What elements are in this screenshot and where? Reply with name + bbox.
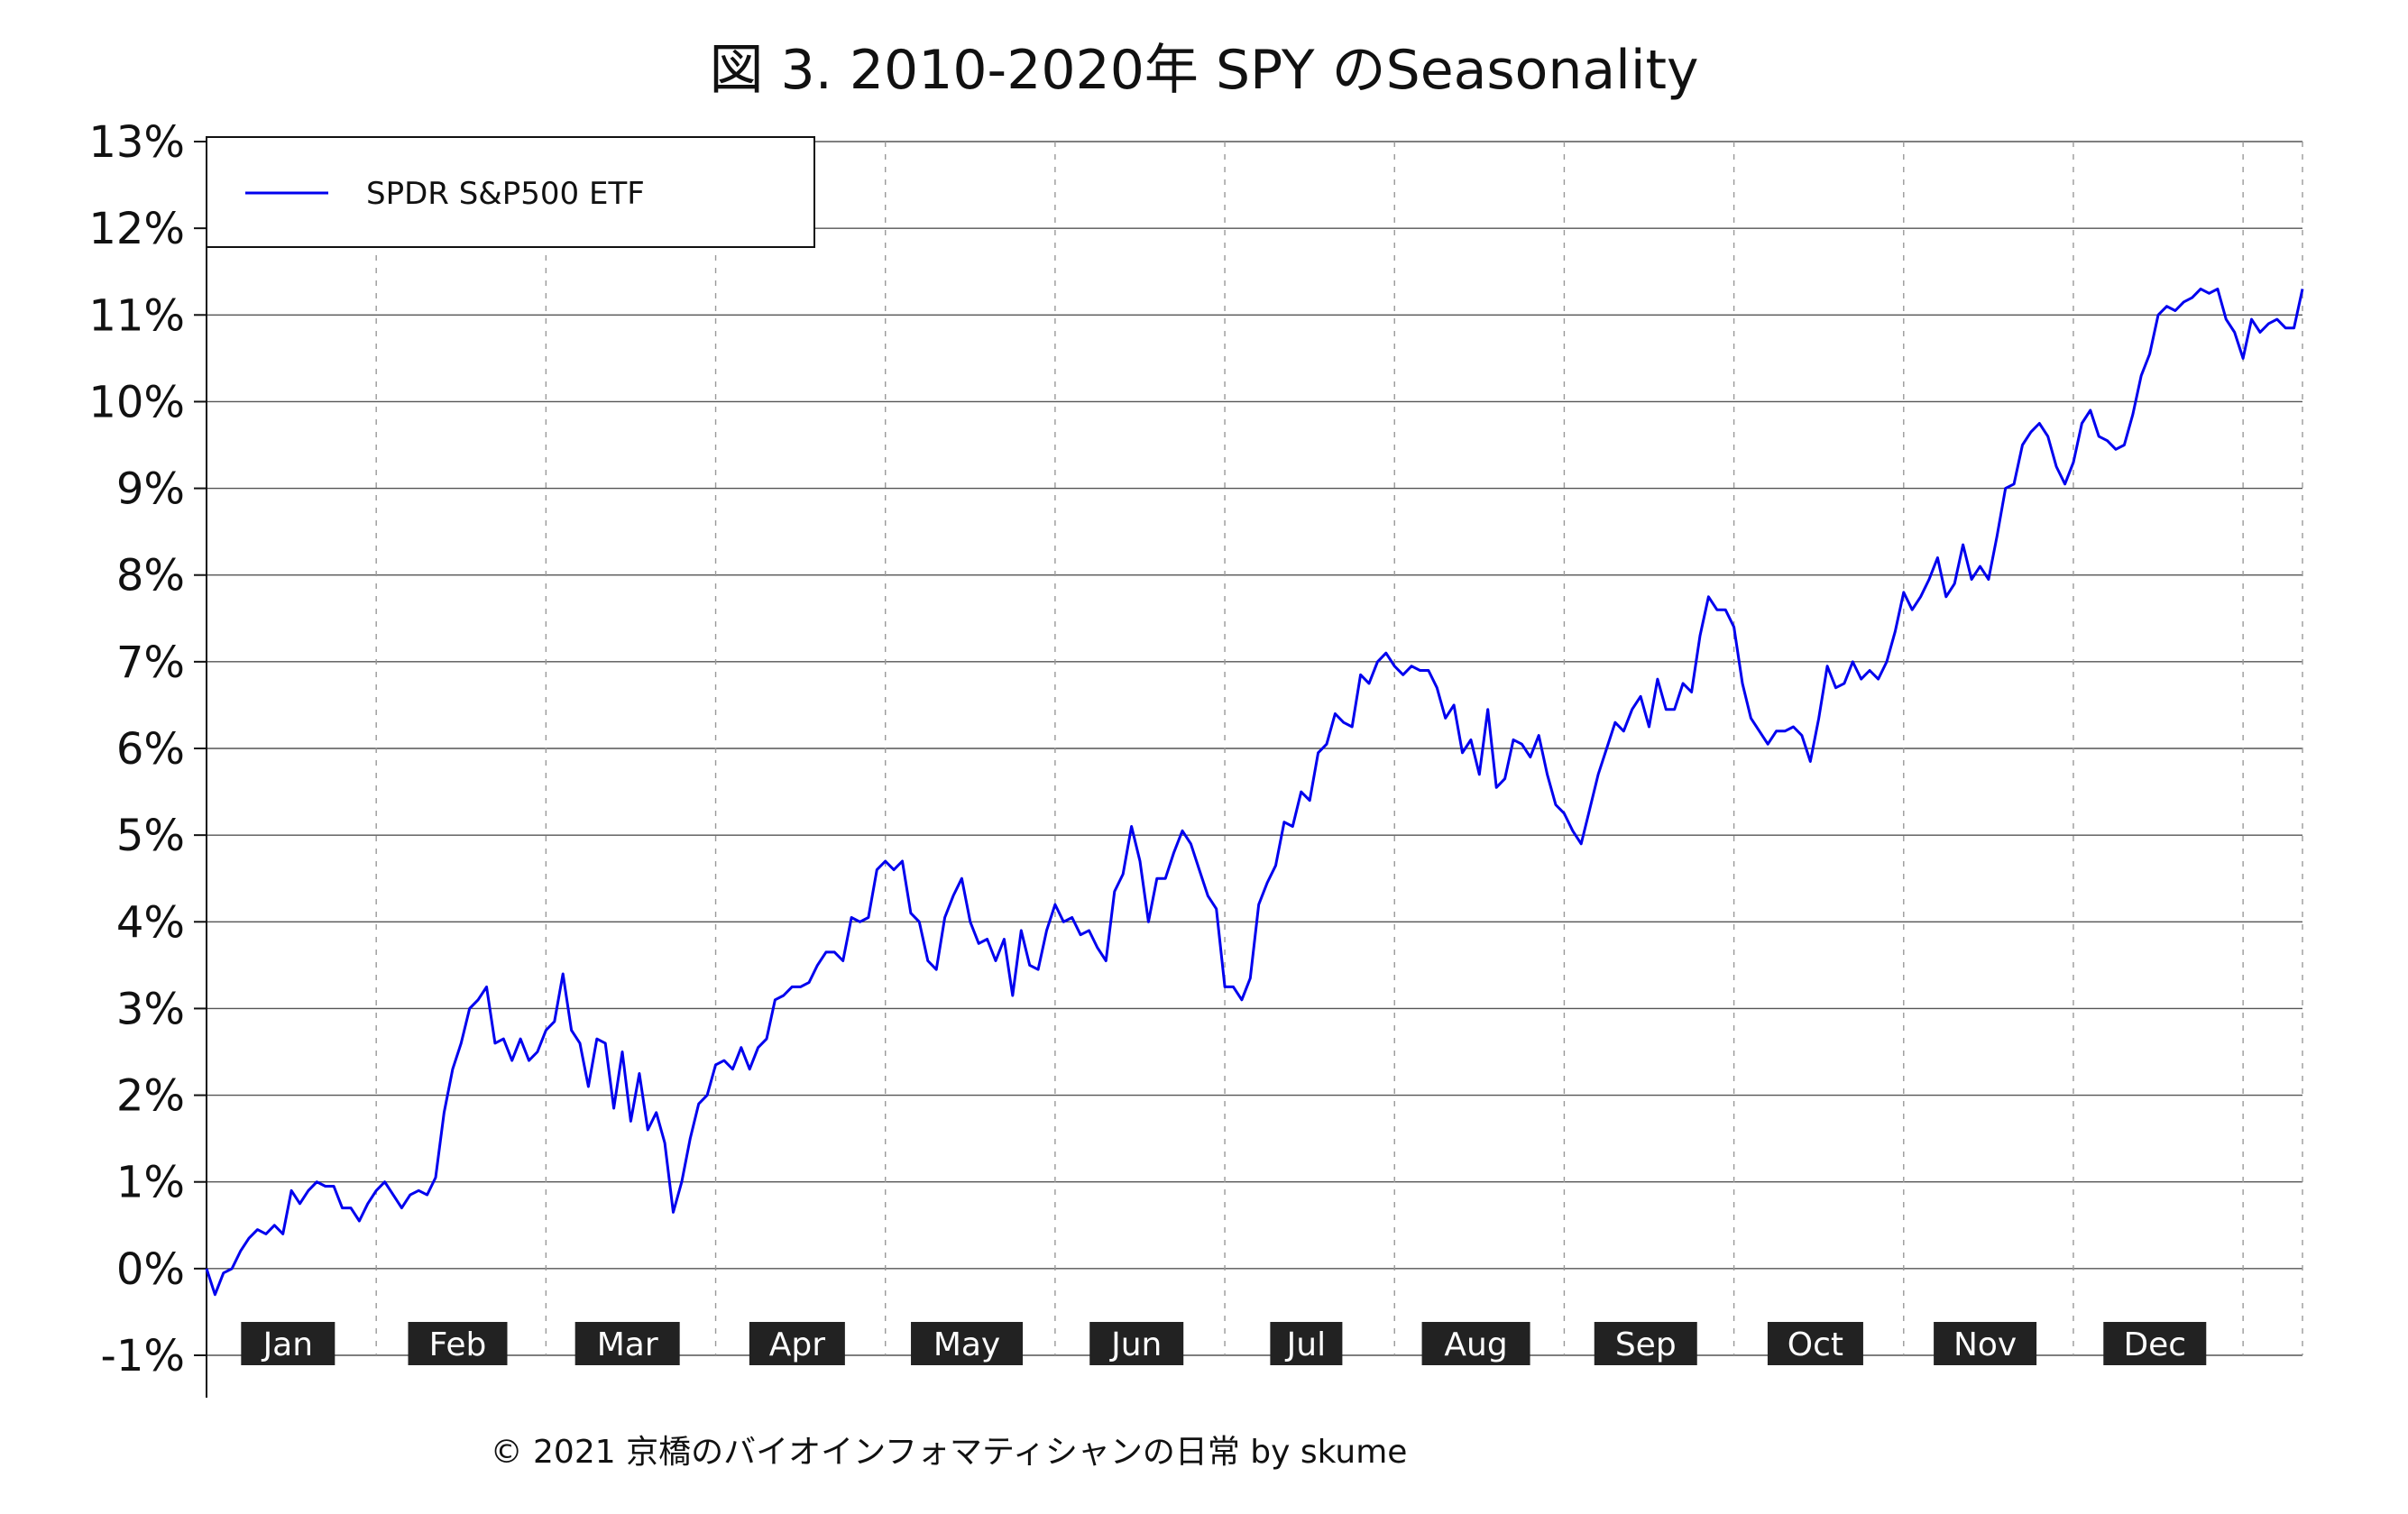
month-label-box [749, 1322, 845, 1365]
month-label-text: Jun [1109, 1326, 1162, 1363]
month-label-text: Feb [429, 1326, 487, 1363]
month-label-jun: Jun [1089, 1322, 1184, 1365]
month-label-may: May [911, 1322, 1024, 1365]
month-label-text: Apr [769, 1326, 825, 1363]
y-tick-label: -1% [101, 1331, 185, 1381]
month-label-box [1270, 1322, 1343, 1365]
month-label-box [911, 1322, 1024, 1365]
y-tick-label: 8% [116, 551, 185, 601]
month-label-box [408, 1322, 508, 1365]
month-label-box [2103, 1322, 2207, 1365]
month-label-text: Oct [1788, 1326, 1843, 1363]
month-label-text: Jan [262, 1326, 314, 1363]
grid-lines [207, 141, 2303, 1356]
y-tick-label: 12% [88, 204, 185, 254]
month-label-box [241, 1322, 335, 1365]
month-label-text: Aug [1444, 1326, 1507, 1363]
y-tick-label: 13% [88, 117, 185, 168]
y-tick-label: 1% [116, 1158, 185, 1208]
y-tick-label: 3% [116, 984, 185, 1034]
month-label-text: Nov [1953, 1326, 2017, 1363]
month-label-box [1767, 1322, 1863, 1365]
legend-label: SPDR S&P500 ETF [366, 176, 645, 212]
y-axis-ticks: 13% 12% 11% 10% 9% 8% 7% 6% 5% 4% 3% 2% 1% 0% -1% [88, 117, 207, 1398]
month-label-dec: Dec [2103, 1322, 2207, 1365]
month-label-text: Sep [1615, 1326, 1677, 1363]
y-tick-label: 4% [116, 897, 185, 948]
y-tick-label: 11% [88, 290, 185, 341]
y-tick-label: 5% [116, 811, 185, 861]
month-labels: Jan Feb Mar Apr May Jun Jul Aug Sep Oct Nov Dec [241, 1322, 2207, 1365]
month-label-box [574, 1322, 680, 1365]
y-tick-label: 0% [116, 1244, 185, 1295]
footer-credit: © 2021 京橋のバイオインフォマティシャンの日常 by skume [491, 1434, 1408, 1471]
y-tick-label: 7% [116, 638, 185, 688]
month-label-oct: Oct [1767, 1322, 1863, 1365]
month-label-nov: Nov [1934, 1322, 2037, 1365]
month-label-jan: Jan [241, 1322, 335, 1365]
y-tick-label: 6% [116, 724, 185, 775]
month-label-text: Dec [2123, 1326, 2186, 1363]
month-label-aug: Aug [1421, 1322, 1530, 1365]
month-label-box [1934, 1322, 2037, 1365]
month-label-text: May [933, 1326, 1000, 1363]
month-label-sep: Sep [1594, 1322, 1697, 1365]
y-tick-label: 10% [88, 377, 185, 427]
chart-title: 図 3. 2010-2020年 SPY のSeasonality [709, 39, 1698, 102]
y-tick-label: 2% [116, 1071, 185, 1122]
month-label-box [1421, 1322, 1530, 1365]
month-label-apr: Apr [749, 1322, 845, 1365]
month-label-mar: Mar [574, 1322, 680, 1365]
month-label-box [1089, 1322, 1184, 1365]
series-line-spdr [205, 287, 2304, 1297]
month-label-feb: Feb [408, 1322, 508, 1365]
legend: SPDR S&P500 ETF [206, 136, 815, 248]
month-label-text: Jul [1285, 1326, 1326, 1363]
month-label-jul: Jul [1270, 1322, 1343, 1365]
month-label-text: Mar [597, 1326, 658, 1363]
y-tick-label: 9% [116, 464, 185, 515]
month-label-box [1594, 1322, 1697, 1365]
